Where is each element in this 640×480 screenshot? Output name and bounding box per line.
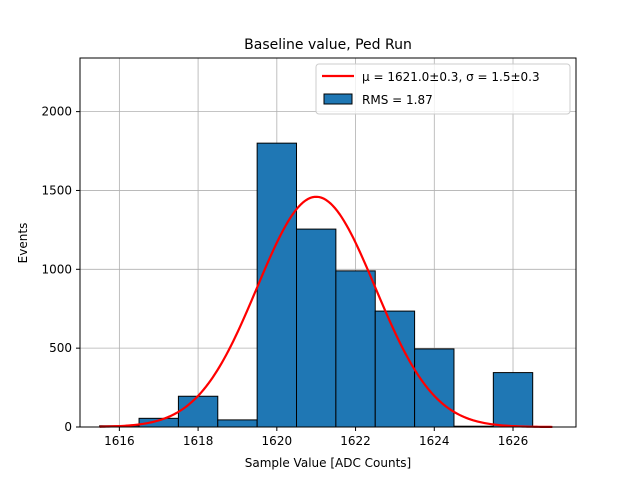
- y-tick-label: 1500: [41, 183, 72, 197]
- chart-title: Baseline value, Ped Run: [244, 37, 412, 53]
- histogram-bar: [414, 348, 455, 428]
- histogram-bar: [335, 270, 376, 428]
- legend-box: [315, 63, 571, 115]
- y-tick-label: 2000: [41, 105, 72, 119]
- y-tick-label: 0: [64, 420, 72, 434]
- legend-hist-swatch: [323, 93, 353, 105]
- x-tick-label: 1620: [262, 434, 293, 448]
- x-tick-label: 1618: [183, 434, 214, 448]
- histogram-bars: [99, 142, 534, 428]
- histogram-bar: [492, 372, 534, 428]
- histogram-bar: [374, 310, 416, 428]
- gaussian-fit-curve: [99, 195, 553, 429]
- legend-fit-label: μ = 1621.0±0.3, σ = 1.5±0.3: [362, 70, 540, 84]
- x-tick-label: 1622: [340, 434, 371, 448]
- y-tick-label: 1000: [41, 262, 72, 276]
- histogram-bar: [217, 419, 258, 428]
- histogram-bar: [177, 395, 219, 428]
- histogram-bar: [256, 142, 298, 428]
- histogram-bar: [296, 228, 337, 428]
- legend-hist-label: RMS = 1.87: [362, 93, 433, 107]
- x-tick-label: 1616: [104, 434, 135, 448]
- y-tick-label: 500: [49, 341, 72, 355]
- x-axis-ticks: 1616 1618 1620 1622 1624 1626: [104, 427, 528, 448]
- x-tick-label: 1626: [498, 434, 529, 448]
- x-axis-label: Sample Value [ADC Counts]: [245, 456, 411, 470]
- x-tick-label: 1624: [419, 434, 450, 448]
- legend: μ = 1621.0±0.3, σ = 1.5±0.3 RMS = 1.87: [315, 63, 571, 115]
- plot-frame: [79, 57, 577, 428]
- y-axis-label: Events: [16, 223, 30, 264]
- y-axis-ticks: 0 500 1000 1500 2000: [41, 105, 80, 434]
